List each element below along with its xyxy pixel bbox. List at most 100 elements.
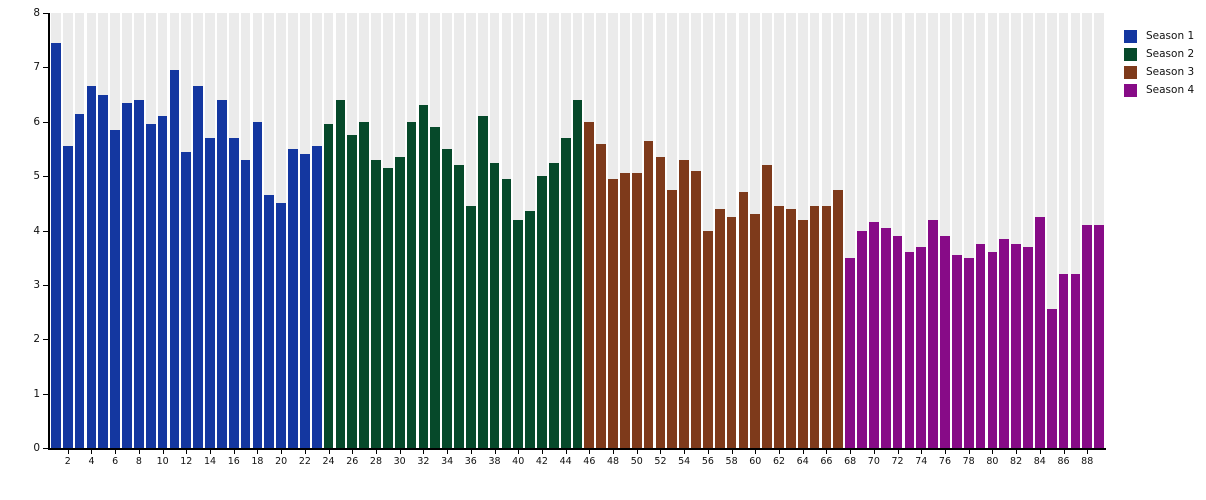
- bar: [264, 195, 275, 448]
- bar: [1058, 274, 1069, 448]
- bar: [809, 206, 820, 448]
- bar: [975, 244, 986, 448]
- grid-stripe: [975, 13, 986, 448]
- x-tick-label: 86: [1057, 456, 1070, 467]
- y-tick: [43, 67, 48, 69]
- bar: [145, 124, 156, 448]
- x-tick: [423, 450, 425, 454]
- y-tick: [43, 13, 48, 14]
- grid-stripe: [916, 13, 927, 448]
- legend-label: Season 1: [1146, 30, 1195, 42]
- bar: [1046, 309, 1057, 448]
- grid-stripe: [987, 13, 998, 448]
- bar: [382, 167, 393, 448]
- x-tick: [67, 450, 69, 454]
- bar: [418, 105, 429, 448]
- bar: [904, 252, 915, 448]
- bar: [371, 159, 381, 448]
- bar: [465, 206, 476, 448]
- x-tick-label: 80: [986, 456, 999, 467]
- x-tick-label: 88: [1081, 456, 1094, 467]
- x-tick: [684, 450, 686, 454]
- x-tick-label: 74: [915, 456, 928, 467]
- bar: [359, 121, 369, 448]
- x-tick: [968, 450, 970, 454]
- x-tick: [779, 450, 781, 454]
- x-tick-label: 4: [88, 456, 95, 467]
- bar: [1023, 246, 1033, 448]
- y-tick-label: 2: [33, 333, 40, 346]
- bar: [655, 157, 666, 448]
- y-tick-label: 3: [33, 278, 40, 291]
- x-tick-label: 24: [322, 456, 335, 467]
- bar: [892, 235, 903, 448]
- bar: [833, 189, 844, 448]
- x-tick: [257, 450, 259, 454]
- grid-stripe: [892, 13, 903, 448]
- x-tick-label: 78: [962, 456, 975, 467]
- x-tick-label: 30: [393, 456, 406, 467]
- bar: [691, 170, 701, 448]
- x-tick: [447, 450, 449, 454]
- bar: [193, 86, 204, 448]
- bar: [51, 42, 61, 448]
- bar: [845, 257, 855, 448]
- y-tick: [43, 121, 48, 123]
- x-tick-label: 34: [441, 456, 454, 467]
- bar: [252, 121, 263, 448]
- bar: [477, 116, 488, 448]
- x-tick: [1087, 450, 1089, 454]
- grid-stripe: [951, 13, 962, 448]
- x-tick-label: 44: [559, 456, 572, 467]
- x-tick-label: 2: [64, 456, 71, 467]
- legend: Season 1 Season 2 Season 3 Season 4: [1124, 29, 1194, 101]
- grid-stripe: [1046, 13, 1057, 448]
- x-tick-label: 16: [227, 456, 240, 467]
- legend-swatch: [1124, 65, 1137, 79]
- bar: [86, 86, 97, 448]
- x-tick-label: 60: [749, 456, 762, 467]
- grid-stripe: [1058, 13, 1069, 448]
- x-tick: [755, 450, 757, 454]
- grid-stripe: [940, 13, 950, 448]
- bar: [98, 94, 109, 448]
- bar: [868, 222, 879, 448]
- x-tick: [399, 450, 401, 454]
- bar: [951, 254, 962, 448]
- y-tick-label: 4: [33, 224, 40, 237]
- legend-item: Season 4: [1124, 83, 1194, 97]
- bar: [584, 121, 595, 448]
- grid-stripe: [904, 13, 915, 448]
- grid-stripe: [1070, 13, 1081, 448]
- bar: [217, 100, 227, 448]
- bar: [335, 100, 346, 448]
- x-tick: [873, 450, 875, 454]
- bar: [572, 100, 583, 448]
- x-tick: [115, 450, 117, 454]
- bar: [205, 138, 215, 448]
- x-tick: [589, 450, 591, 454]
- x-tick-label: 40: [512, 456, 525, 467]
- bar: [406, 121, 417, 448]
- grid-stripe: [1023, 13, 1033, 448]
- x-tick-label: 38: [488, 456, 501, 467]
- x-tick-label: 42: [535, 456, 548, 467]
- bar: [501, 178, 512, 448]
- y-tick: [43, 339, 48, 341]
- x-tick: [613, 450, 615, 454]
- x-tick-label: 14: [203, 456, 217, 467]
- x-tick: [352, 450, 354, 454]
- y-tick: [43, 448, 48, 449]
- x-tick: [470, 450, 472, 454]
- bar: [1082, 225, 1093, 448]
- x-tick-label: 66: [820, 456, 833, 467]
- bar: [288, 148, 298, 448]
- x-tick: [281, 450, 283, 454]
- x-tick: [802, 450, 804, 454]
- bar: [667, 189, 678, 448]
- x-tick: [210, 450, 212, 454]
- y-tick: [43, 393, 48, 395]
- bar: [394, 157, 405, 448]
- legend-label: Season 2: [1146, 48, 1195, 60]
- legend-label: Season 4: [1146, 84, 1195, 96]
